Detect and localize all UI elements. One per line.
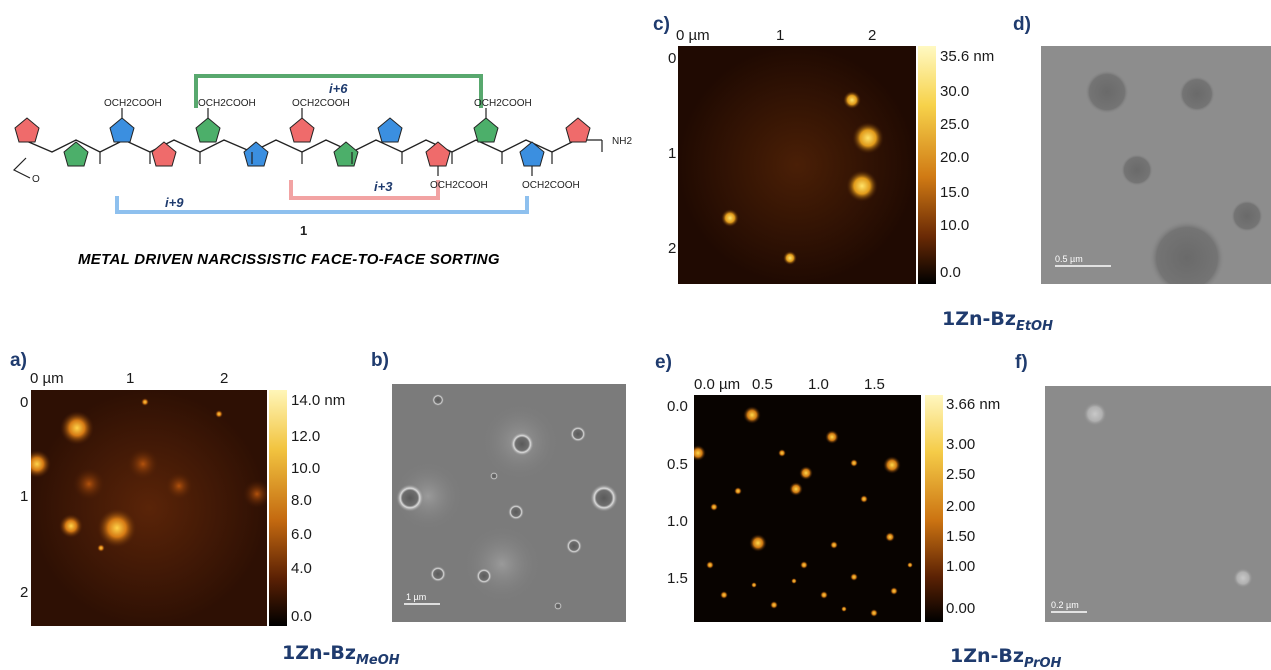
residue-ring-12 — [519, 141, 545, 167]
residue-ring-2 — [63, 141, 89, 167]
colorbar-a-tick: 14.0 nm — [291, 392, 346, 409]
residue-ring-3 — [109, 117, 135, 143]
panel-b-label: b) — [371, 350, 389, 371]
tem-image-d: 0.5 µm — [1041, 46, 1271, 284]
residue-ring-9 — [377, 117, 403, 143]
sample-label-meoh: 1Zn-BzMeOH — [282, 642, 400, 668]
colorbar-c-tick: 0.0 — [940, 264, 961, 281]
bracket-i3 — [289, 180, 440, 200]
panel-a-ytick: 2 — [20, 584, 29, 601]
panel-c-ytick: 2 — [668, 240, 677, 257]
side-chain-label: OCH2COOH — [474, 98, 532, 109]
panel-c-ytick: 1 — [668, 145, 677, 162]
colorbar-e-tick: 1.00 — [946, 558, 976, 575]
bracket-i9-label: i+9 — [165, 195, 184, 210]
panel-e-ytick: 1.5 — [667, 570, 688, 587]
residue-ring-1 — [14, 117, 40, 143]
panel-a-xtick: 2 — [220, 370, 229, 387]
colorbar-a-tick: 6.0 — [291, 526, 312, 543]
colorbar-e-tick: 3.66 nm — [946, 396, 1001, 413]
scale-bar-b: 1 µm — [406, 592, 427, 602]
side-chain-label: OCH2COOH — [292, 98, 350, 109]
side-chain-label: OCH2COOH — [430, 180, 488, 191]
tem-image-f: 0.2 µm — [1045, 386, 1271, 622]
colorbar-e-tick: 3.00 — [946, 436, 976, 453]
panel-e-ytick: 1.0 — [667, 513, 688, 530]
panel-c-label: c) — [653, 14, 670, 35]
panel-a-xtick: 1 — [126, 370, 135, 387]
bracket-i6 — [194, 74, 483, 108]
panel-a-ytick: 0 — [20, 394, 29, 411]
panel-a-ytick: 1 — [20, 488, 29, 505]
colorbar-c-tick: 30.0 — [940, 83, 970, 100]
colorbar-c — [918, 46, 936, 284]
residue-ring-13 — [565, 117, 591, 143]
panel-e-ytick: 0.5 — [667, 456, 688, 473]
residue-ring-4 — [151, 141, 177, 167]
sample-label-proh: 1Zn-BzPrOH — [950, 645, 1062, 670]
colorbar-a-tick: 12.0 — [291, 428, 321, 445]
sample-label-etoh: 1Zn-BzEtOH — [942, 308, 1053, 334]
colorbar-a-tick: 4.0 — [291, 560, 312, 577]
residue-ring-11 — [473, 117, 499, 143]
panel-e-xtick: 0.5 — [752, 376, 773, 393]
peptide-scheme: i+6 i+3 i+9 O — [12, 74, 632, 268]
panel-c-xtick: 2 — [868, 27, 877, 44]
panel-e-xtick: 1.5 — [864, 376, 885, 393]
backbone — [23, 139, 602, 153]
colorbar-c-tick: 10.0 — [940, 217, 970, 234]
residue-ring-5 — [195, 117, 221, 143]
panel-e-ytick: 0.0 — [667, 398, 688, 415]
panel-e-xtick: 1.0 — [808, 376, 829, 393]
colorbar-c-tick: 25.0 — [940, 116, 970, 133]
colorbar-a-tick: 8.0 — [291, 492, 312, 509]
panel-f-label: f) — [1015, 352, 1028, 373]
afm-image-e — [694, 395, 921, 622]
residue-ring-6 — [243, 141, 269, 167]
panel-d-label: d) — [1013, 14, 1031, 35]
side-chain-label: OCH2COOH — [198, 98, 256, 109]
colorbar-a-tick: 0.0 — [291, 608, 312, 625]
terminal-amide: NH2 — [612, 136, 632, 147]
scheme-caption: METAL DRIVEN NARCISSISTIC FACE-TO-FACE S… — [78, 251, 500, 268]
panel-e-xtick: 0.0 µm — [694, 376, 741, 393]
panel-c-xtick: 1 — [776, 27, 785, 44]
tem-image-b: 1 µm — [392, 384, 626, 622]
colorbar-e-tick: 1.50 — [946, 528, 976, 545]
carbonyl-bonds — [99, 152, 553, 164]
panel-a-xtick: 0 µm — [30, 370, 64, 387]
panel-c-xtick: 0 µm — [676, 27, 710, 44]
residue-ring-10 — [425, 141, 451, 167]
colorbar-e-tick: 2.00 — [946, 498, 976, 515]
scale-bar-d: 0.5 µm — [1055, 254, 1083, 264]
panel-e-label: e) — [655, 352, 672, 373]
afm-image-c — [678, 46, 916, 284]
colorbar-e — [925, 395, 943, 622]
colorbar-a — [269, 390, 287, 626]
bracket-i9 — [115, 196, 529, 214]
scale-bar-f: 0.2 µm — [1051, 600, 1079, 610]
colorbar-e-tick: 0.00 — [946, 600, 976, 617]
afm-image-a — [31, 390, 267, 626]
bracket-i3-label: i+3 — [374, 179, 393, 194]
side-chain-label: OCH2COOH — [522, 180, 580, 191]
colorbar-e-tick: 2.50 — [946, 466, 976, 483]
panel-a-label: a) — [10, 350, 27, 371]
colorbar-a-tick: 10.0 — [291, 460, 321, 477]
colorbar-c-tick: 35.6 nm — [940, 48, 995, 65]
compound-number: 1 — [300, 223, 307, 238]
colorbar-c-tick: 15.0 — [940, 184, 970, 201]
side-chain-label: OCH2COOH — [104, 98, 162, 109]
residue-ring-7 — [289, 117, 315, 143]
panel-c-ytick: 0 — [668, 50, 677, 67]
svg-text:O: O — [32, 174, 40, 185]
colorbar-c-tick: 20.0 — [940, 149, 970, 166]
acetyl-group — [12, 157, 31, 179]
bracket-i6-label: i+6 — [329, 81, 348, 96]
